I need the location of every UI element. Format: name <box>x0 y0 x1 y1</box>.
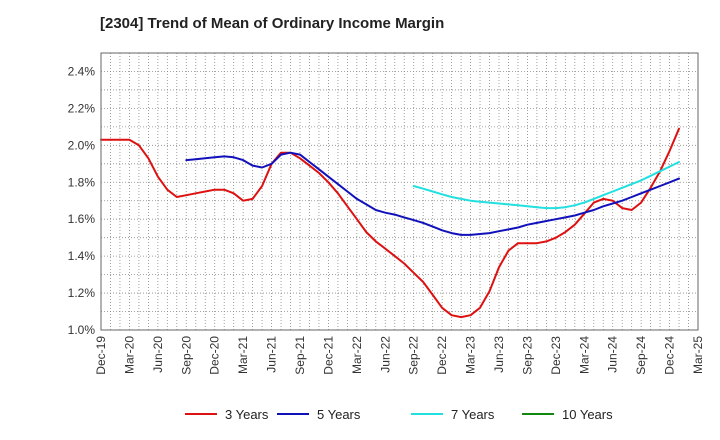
x-tick-label: Jun-21 <box>265 336 279 373</box>
series-line-5-years <box>185 151 680 236</box>
x-axis-ticks: Dec-19 Mar-20 Jun-20 Sep-20 Dec-20 Mar-21 Jun-… <box>94 336 705 375</box>
legend-label: 5 Years <box>317 407 361 422</box>
series-line-3-years <box>100 127 680 319</box>
plot-frame <box>100 52 699 331</box>
y-tick-label: 1.6% <box>68 212 96 226</box>
x-tick-label: Dec-20 <box>208 336 222 375</box>
x-tick-label: Jun-24 <box>606 336 620 373</box>
series-line-7-years <box>412 161 680 210</box>
x-tick-label: Dec-22 <box>435 336 449 375</box>
legend-label: 7 Years <box>451 407 495 422</box>
x-tick-label: Dec-24 <box>663 336 677 375</box>
x-tick-label: Sep-21 <box>293 336 307 375</box>
x-tick-label: Jun-23 <box>492 336 506 373</box>
series-lines <box>100 127 680 319</box>
x-tick-label: Mar-24 <box>577 336 591 374</box>
legend-label: 3 Years <box>225 407 269 422</box>
x-tick-label: Mar-22 <box>350 336 364 374</box>
y-tick-label: 1.0% <box>68 323 96 337</box>
x-tick-label: Jun-20 <box>151 336 165 373</box>
y-tick-label: 2.4% <box>68 64 96 78</box>
x-tick-label: Mar-23 <box>464 336 478 374</box>
x-tick-label: Sep-23 <box>520 336 534 375</box>
legend: 3 Years 5 Years 7 Years 10 Years <box>185 407 613 422</box>
x-tick-label: Dec-23 <box>549 336 563 375</box>
x-tick-label: Sep-20 <box>179 336 193 375</box>
y-tick-label: 1.2% <box>68 286 96 300</box>
y-axis-ticks: 1.0% 1.2% 1.4% 1.6% 1.8% 2.0% 2.2% 2.4% <box>68 64 96 337</box>
chart-title: [2304] Trend of Mean of Ordinary Income … <box>100 15 445 32</box>
x-tick-label: Sep-22 <box>407 336 421 375</box>
x-tick-label: Jun-22 <box>378 336 392 373</box>
y-tick-label: 2.2% <box>68 101 96 115</box>
grid-lines <box>101 53 698 330</box>
x-tick-label: Dec-19 <box>94 336 108 375</box>
x-tick-label: Dec-21 <box>321 336 335 375</box>
x-tick-label: Sep-24 <box>634 336 648 375</box>
x-tick-label: Mar-21 <box>236 336 250 374</box>
y-tick-label: 1.8% <box>68 175 96 189</box>
x-tick-label: Mar-20 <box>122 336 136 374</box>
y-tick-label: 1.4% <box>68 249 96 263</box>
y-tick-label: 2.0% <box>68 138 96 152</box>
x-tick-label: Mar-25 <box>691 336 705 374</box>
legend-label: 10 Years <box>562 407 613 422</box>
